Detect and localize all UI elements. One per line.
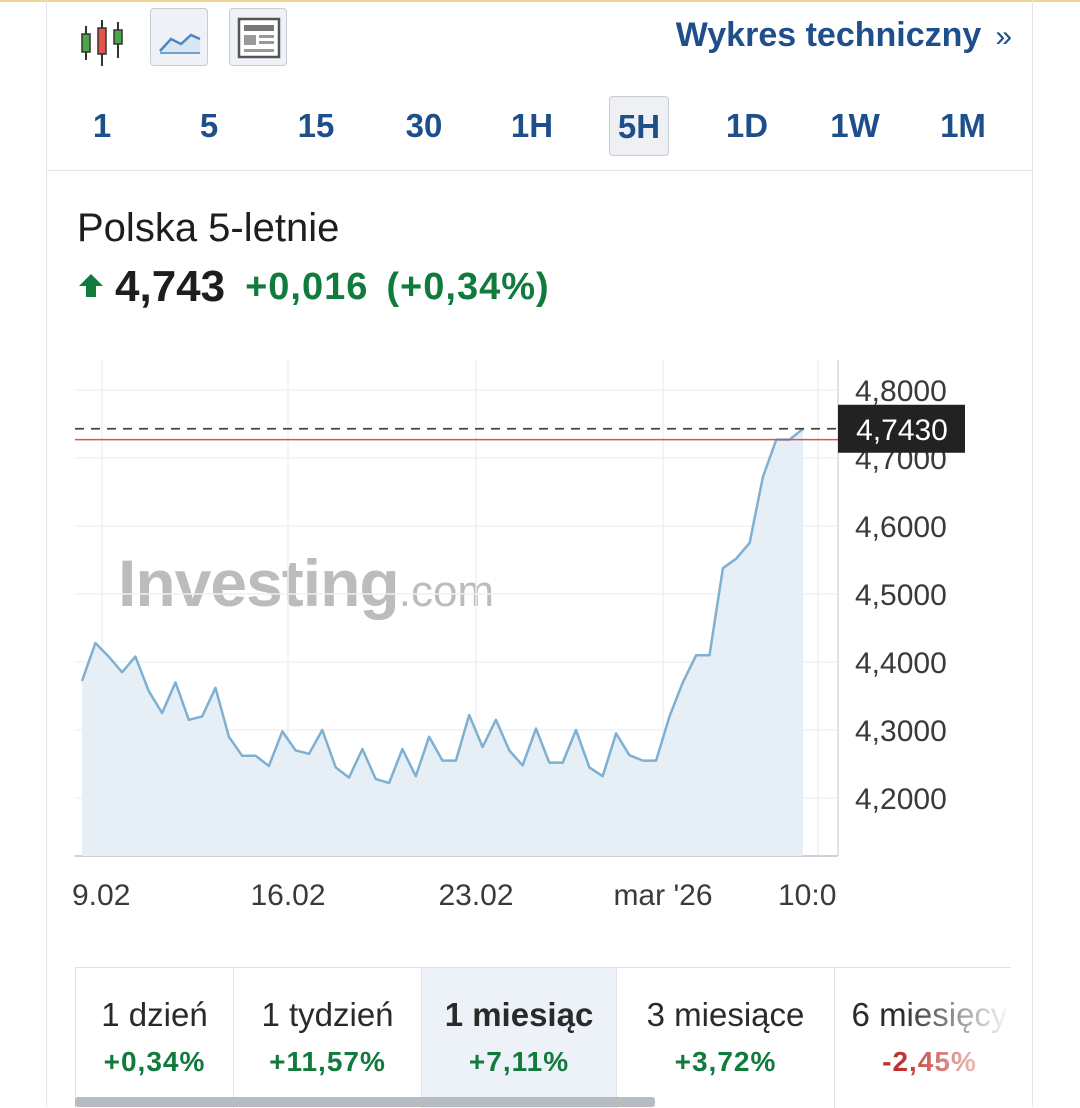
technical-chart-label: Wykres techniczny — [675, 16, 982, 54]
up-arrow-icon — [77, 271, 105, 304]
y-tick-label: 4,3000 — [855, 715, 947, 748]
range-30[interactable]: 30 — [405, 107, 443, 144]
period-tab-label: 1 dzień — [101, 996, 208, 1033]
y-tick-label: 4,4000 — [855, 647, 947, 680]
last-price: 4,743 — [115, 262, 226, 311]
period-tab[interactable]: 1 tydzień +11,57% — [234, 968, 422, 1108]
instrument-quote: 4,743 +0,016 (+0,34%) — [77, 262, 550, 316]
range-1w[interactable]: 1W — [830, 107, 880, 144]
period-tab-value: +11,57% — [269, 1046, 386, 1077]
instrument-title: Polska 5-letnie — [77, 206, 340, 250]
price-change: +0,016 — [245, 265, 369, 308]
current-price-tag — [838, 404, 965, 453]
y-tick-label: 4,2000 — [855, 783, 947, 816]
price-change-percent: (+0,34%) — [386, 265, 550, 308]
range-5h[interactable]: 5H — [609, 96, 669, 156]
time-range-selector: 1 5 15 30 1H 5H 1D 1W 1M — [47, 96, 1032, 158]
series-line — [80, 427, 804, 785]
technical-chart-link[interactable]: Wykres techniczny » — [676, 16, 1012, 55]
price-area-chart[interactable]: 4,20004,30004,40004,50004,60004,70004,80… — [0, 0, 1080, 960]
watermark-main: Investing — [118, 546, 400, 620]
y-tick-label: 4,8000 — [855, 375, 947, 408]
range-1d[interactable]: 1D — [725, 107, 769, 144]
top-accent-line — [0, 0, 1080, 2]
range-1[interactable]: 1 — [92, 107, 112, 144]
period-tab-value: +7,11% — [468, 1046, 570, 1077]
news-layout-icon — [237, 17, 281, 59]
x-tick-label: mar '26 — [613, 879, 712, 912]
period-tab-label: 3 miesiące — [646, 996, 805, 1033]
tabs-fade-overlay — [901, 968, 1011, 1108]
candlestick-chart-button[interactable] — [77, 8, 135, 66]
y-tick-label: 4,6000 — [855, 511, 947, 544]
period-tab-label: 1 miesiąc — [444, 996, 594, 1033]
period-tab-label: 1 tydzień — [261, 996, 394, 1033]
chart-card: Wykres techniczny» 1 5 15 30 1H 5H 1D 1W 1M Pols… — [46, 0, 1033, 1107]
range-1m[interactable]: 1M — [940, 107, 986, 144]
x-tick-label: 9.02 — [72, 879, 130, 912]
investing-watermark: Investing.com — [118, 545, 494, 621]
chart-toolbar: Wykres techniczny» 1 5 15 30 1H 5H 1D 1W 1M — [47, 0, 1032, 171]
range-15[interactable]: 15 — [297, 107, 335, 144]
current-price-label: 4,7430 — [856, 414, 948, 447]
news-layout-button[interactable] — [229, 8, 287, 66]
x-tick-label: 16.02 — [250, 879, 325, 912]
area-chart-button[interactable] — [150, 8, 208, 66]
performance-tabs: 1 dzień +0,34% 1 tydzień +11,57% 1 miesiąc +7… — [75, 967, 1011, 1108]
series-area — [82, 428, 803, 856]
tabs-scrollbar[interactable] — [75, 1097, 655, 1107]
period-tab-value: +0,34% — [103, 1046, 206, 1077]
period-tab[interactable]: 1 miesiąc +7,11% — [422, 968, 617, 1108]
period-tab-value: +3,72% — [674, 1046, 777, 1077]
x-tick-label: 23.02 — [438, 879, 513, 912]
period-tab[interactable]: 1 dzień +0,34% — [76, 968, 234, 1108]
y-tick-label: 4,5000 — [855, 579, 947, 612]
double-chevron-right-icon: » — [995, 20, 1012, 53]
period-tab[interactable]: 3 miesiące +3,72% — [617, 968, 835, 1108]
candlestick-chart-icon — [81, 20, 123, 66]
range-5[interactable]: 5 — [199, 107, 219, 144]
range-1h[interactable]: 1H — [510, 107, 554, 144]
watermark-suffix: .com — [398, 567, 495, 616]
x-tick-label: 10:0 — [778, 879, 836, 912]
area-chart-icon — [159, 33, 201, 54]
